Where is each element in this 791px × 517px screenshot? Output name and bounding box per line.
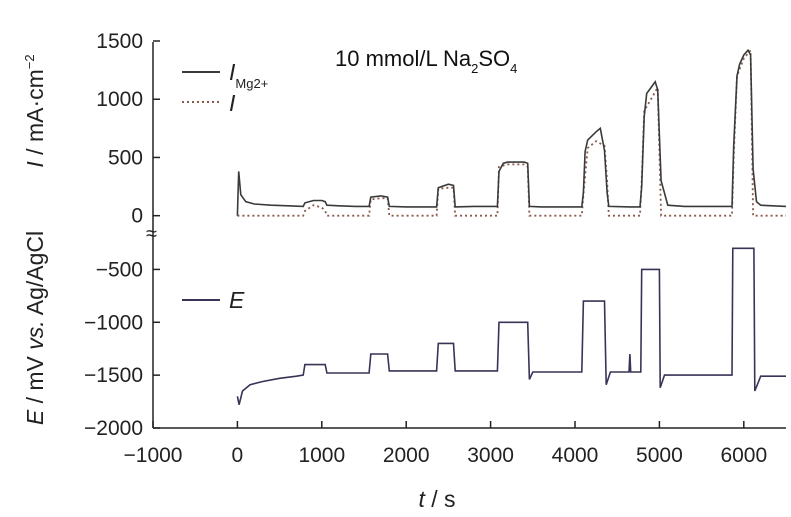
lower-y-tick-label: −500 <box>96 258 143 281</box>
x-tick-label: 0 <box>232 444 244 467</box>
lower-y-axis-label: E / mV vs. Ag/AgCl <box>22 231 48 425</box>
upper-y-tick-label: 500 <box>108 146 143 169</box>
x-tick-label: 5000 <box>636 444 683 467</box>
x-tick-label: −1000 <box>124 444 183 467</box>
legend-label-i-mg: IMg2+ <box>229 59 268 91</box>
upper-y-axis-label: I / mA·cm−2 <box>22 54 48 167</box>
upper-y-tick-label: 1000 <box>96 88 143 111</box>
upper-y-tick-label: 0 <box>131 205 143 228</box>
x-tick-label: 6000 <box>720 444 767 467</box>
legend-upper: IMg2+ I <box>182 59 268 116</box>
upper-y-tick-label: 1500 <box>96 30 143 53</box>
x-tick-label: 1000 <box>298 444 345 467</box>
legend-label-e: E <box>229 287 245 313</box>
series-line-e <box>236 247 786 405</box>
upper-y-ticks: 0 500 1000 1500 <box>96 30 160 228</box>
x-tick-label: 2000 <box>383 444 430 467</box>
x-tick-label: 3000 <box>467 444 514 467</box>
axis-break-marker: ≈ <box>146 223 157 245</box>
series-line-i-mg <box>236 48 787 216</box>
legend-label-i-total: I <box>229 90 236 116</box>
lower-y-tick-label: −2000 <box>84 417 143 440</box>
x-axis-label: t / s <box>418 486 455 512</box>
x-ticks: −1000 0 1000 2000 3000 4000 5000 6000 <box>124 421 767 467</box>
chart-annotation: 10 mmol/L Na2SO4 <box>335 46 517 76</box>
lower-y-tick-label: −1000 <box>84 311 143 334</box>
legend-lower: E <box>182 287 245 313</box>
x-tick-label: 4000 <box>552 444 599 467</box>
lower-y-tick-label: −1500 <box>84 364 143 387</box>
lower-y-ticks: −2000 −1500 −1000 −500 <box>84 258 160 440</box>
